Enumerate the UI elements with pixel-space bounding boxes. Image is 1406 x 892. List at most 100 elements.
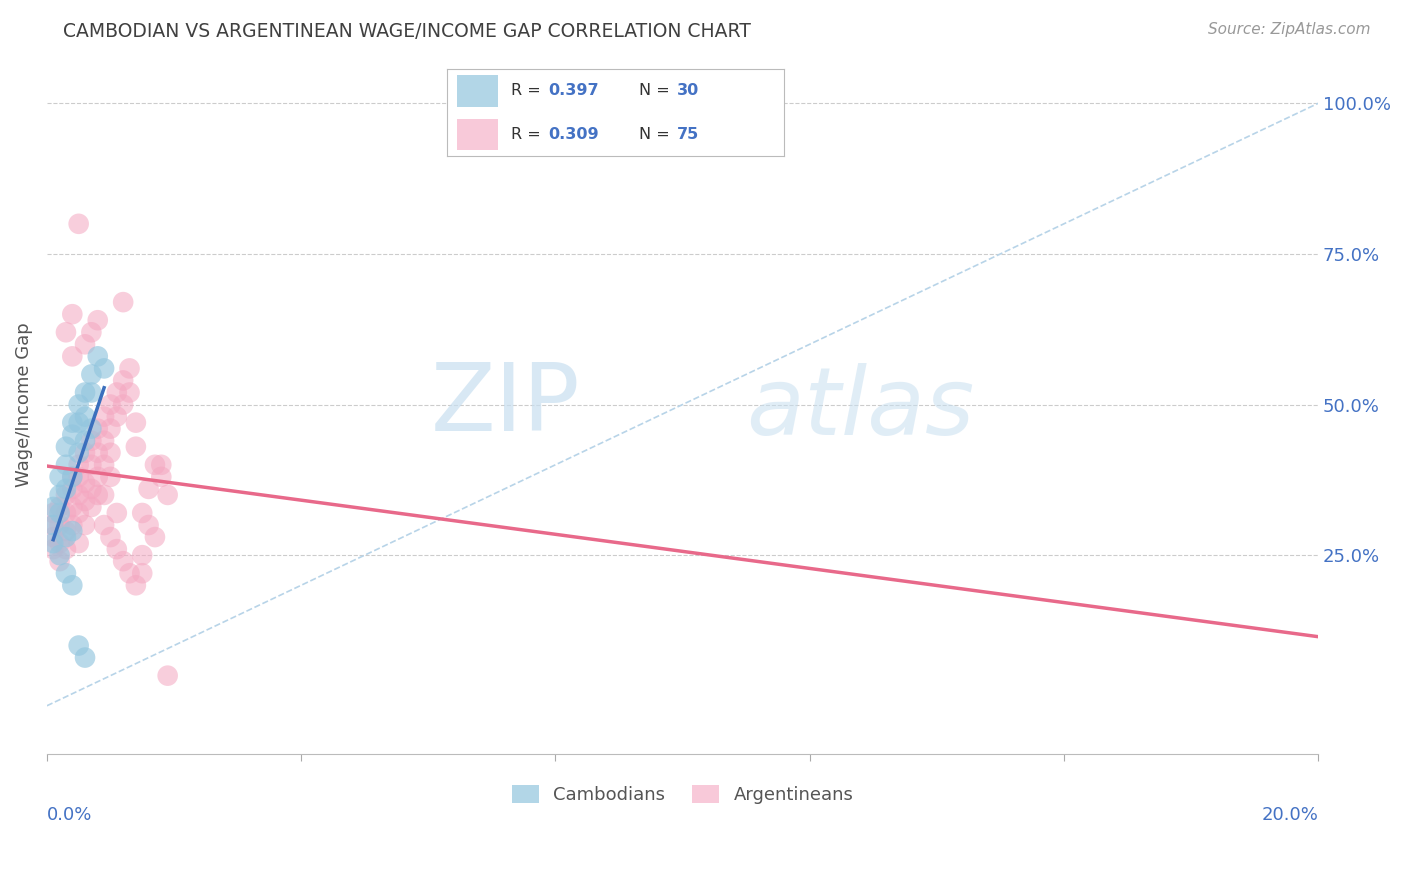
Point — [131, 548, 153, 562]
Point — [73, 446, 96, 460]
Point — [67, 416, 90, 430]
Point — [67, 470, 90, 484]
Point — [60, 470, 83, 484]
Point — [93, 409, 115, 424]
Point — [67, 536, 90, 550]
Point — [87, 350, 110, 364]
Point — [131, 566, 153, 581]
Point — [42, 542, 65, 557]
Point — [80, 500, 103, 514]
Point — [55, 325, 77, 339]
Point — [80, 482, 103, 496]
Point — [73, 385, 96, 400]
Point — [73, 337, 96, 351]
Point — [60, 578, 83, 592]
Point — [60, 518, 83, 533]
Point — [93, 361, 115, 376]
Point — [55, 440, 77, 454]
Point — [112, 295, 135, 310]
Point — [48, 536, 70, 550]
Point — [60, 307, 83, 321]
Point — [67, 398, 90, 412]
Point — [48, 500, 70, 514]
Point — [100, 446, 122, 460]
Point — [143, 530, 166, 544]
Point — [118, 566, 141, 581]
Point — [67, 639, 90, 653]
Point — [42, 506, 65, 520]
Point — [67, 506, 90, 520]
Point — [118, 361, 141, 376]
Point — [156, 488, 179, 502]
Point — [150, 470, 173, 484]
Point — [80, 458, 103, 472]
Text: 20.0%: 20.0% — [1261, 806, 1319, 824]
Point — [93, 458, 115, 472]
Point — [60, 482, 83, 496]
Point — [112, 554, 135, 568]
Point — [73, 494, 96, 508]
Point — [60, 524, 83, 538]
Point — [42, 518, 65, 533]
Point — [42, 500, 65, 514]
Point — [55, 530, 77, 544]
Point — [60, 470, 83, 484]
Point — [87, 313, 110, 327]
Point — [105, 385, 128, 400]
Point — [67, 488, 90, 502]
Point — [100, 470, 122, 484]
Point — [100, 530, 122, 544]
Point — [55, 458, 77, 472]
Point — [100, 422, 122, 436]
Point — [100, 398, 122, 412]
Point — [93, 488, 115, 502]
Text: ZIP: ZIP — [432, 359, 581, 450]
Point — [138, 518, 160, 533]
Point — [93, 518, 115, 533]
Point — [150, 458, 173, 472]
Point — [48, 518, 70, 533]
Point — [73, 434, 96, 448]
Point — [156, 668, 179, 682]
Point — [80, 368, 103, 382]
Text: 0.0%: 0.0% — [46, 806, 93, 824]
Point — [55, 506, 77, 520]
Point — [55, 524, 77, 538]
Point — [60, 500, 83, 514]
Point — [87, 422, 110, 436]
Point — [55, 542, 77, 557]
Point — [55, 482, 77, 496]
Point — [60, 416, 83, 430]
Point — [48, 470, 70, 484]
Point — [93, 434, 115, 448]
Point — [48, 554, 70, 568]
Point — [42, 530, 65, 544]
Point — [60, 350, 83, 364]
Point — [87, 446, 110, 460]
Point — [80, 325, 103, 339]
Text: Source: ZipAtlas.com: Source: ZipAtlas.com — [1208, 22, 1371, 37]
Text: CAMBODIAN VS ARGENTINEAN WAGE/INCOME GAP CORRELATION CHART: CAMBODIAN VS ARGENTINEAN WAGE/INCOME GAP… — [63, 22, 751, 41]
Point — [87, 488, 110, 502]
Point — [67, 217, 90, 231]
Point — [80, 385, 103, 400]
Point — [118, 385, 141, 400]
Point — [73, 518, 96, 533]
Point — [105, 506, 128, 520]
Point — [125, 440, 148, 454]
Point — [138, 482, 160, 496]
Point — [125, 578, 148, 592]
Point — [60, 427, 83, 442]
Point — [87, 470, 110, 484]
Point — [125, 416, 148, 430]
Point — [105, 542, 128, 557]
Point — [48, 548, 70, 562]
Point — [80, 422, 103, 436]
Point — [73, 650, 96, 665]
Point — [112, 398, 135, 412]
Point — [55, 488, 77, 502]
Point — [42, 518, 65, 533]
Point — [80, 434, 103, 448]
Point — [67, 458, 90, 472]
Legend: Cambodians, Argentineans: Cambodians, Argentineans — [505, 778, 860, 812]
